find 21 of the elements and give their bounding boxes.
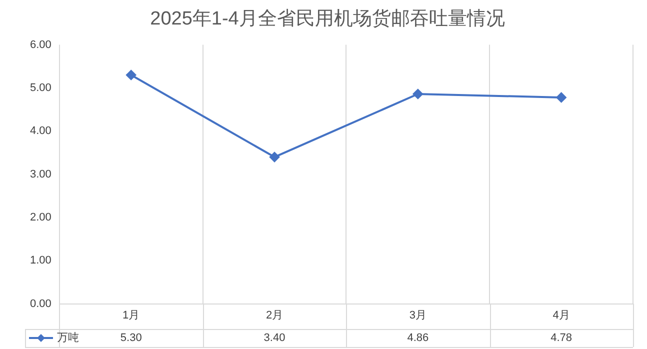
y-tick-label: 5.00 (30, 82, 52, 94)
point (556, 92, 566, 102)
legend-label: 万吨 (57, 331, 79, 344)
y-tick-label: 3.00 (30, 168, 52, 180)
x-tick-label: 1月 (122, 309, 140, 322)
y-tick-label: 1.00 (30, 254, 52, 267)
data-label: 3.40 (264, 332, 286, 344)
data-label: 4.86 (407, 332, 429, 344)
point (412, 89, 423, 100)
data-label: 4.78 (550, 332, 572, 344)
y-tick-label: 4.00 (30, 125, 52, 138)
data-label: 5.30 (120, 332, 142, 344)
x-tick-label: 3月 (409, 309, 426, 322)
point (270, 152, 280, 162)
x-tick-label: 2月 (266, 309, 284, 322)
y-tick-label: 2.00 (30, 212, 52, 224)
x-tick-label: 4月 (552, 309, 570, 322)
y-tick-label: 0.00 (30, 298, 52, 310)
chart-title: 2025年1-4月全省民用机场货邮吞吐量情况 (150, 8, 505, 30)
y-tick-label: 6.00 (30, 38, 52, 51)
point (126, 70, 136, 80)
